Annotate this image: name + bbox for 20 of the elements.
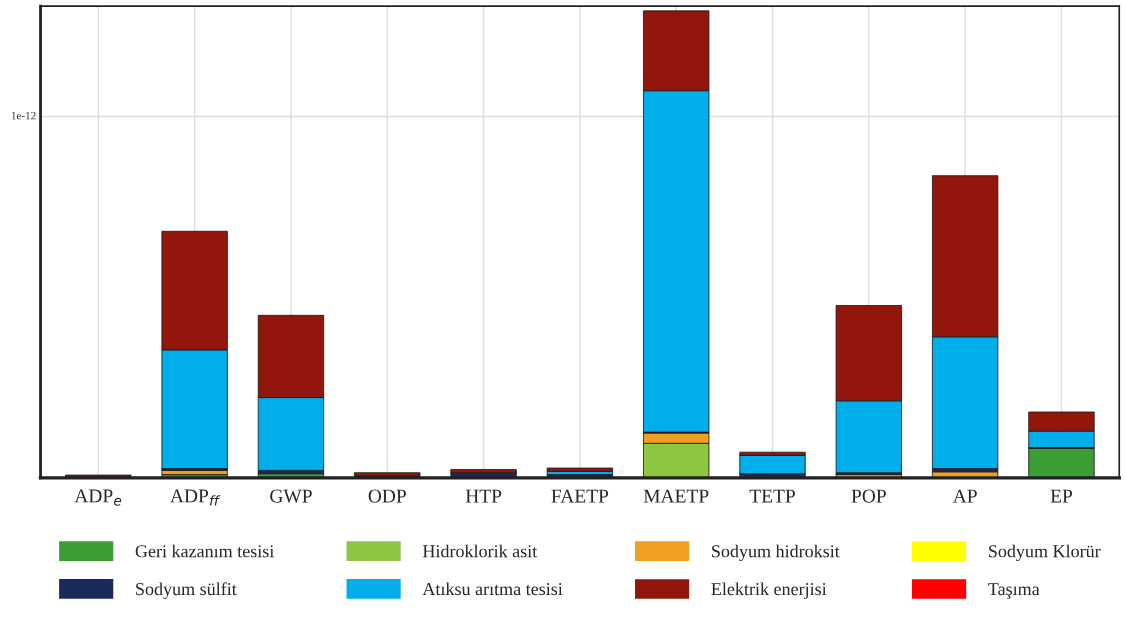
legend-label: Elektrik enerjisi (711, 582, 827, 599)
x-tick-label: FAETP (551, 489, 609, 503)
x-tick-label: TETP (749, 489, 795, 503)
x-tick-label: MAETP (643, 489, 709, 503)
text: 1e-12 (11, 111, 36, 120)
legend-label: Hidroklorik asit (422, 544, 538, 558)
legend-label: Geri kazanım tesisi (135, 544, 274, 558)
x-tick-label: AP (952, 489, 977, 503)
legend-label: Taşıma (988, 583, 1040, 599)
x-tick-label: ODP (368, 489, 406, 503)
legend-label: Sodyum hidroksit (712, 544, 840, 562)
legend-label: Sodyum Klorür (989, 544, 1101, 562)
x-tick-label: HTP (465, 489, 502, 503)
x-tick-label: ADP$_{ff}$ (170, 489, 221, 506)
x-tick-label: ADP$_{e}$ (74, 489, 122, 506)
x-tick-label: POP (851, 489, 886, 503)
legend-label: Sodyum sülfit (136, 582, 237, 599)
x-tick-label: GWP (270, 489, 312, 503)
x-tick-label: EP (1050, 489, 1073, 503)
legend-label: Atıksu arıtma tesisi (422, 582, 563, 596)
